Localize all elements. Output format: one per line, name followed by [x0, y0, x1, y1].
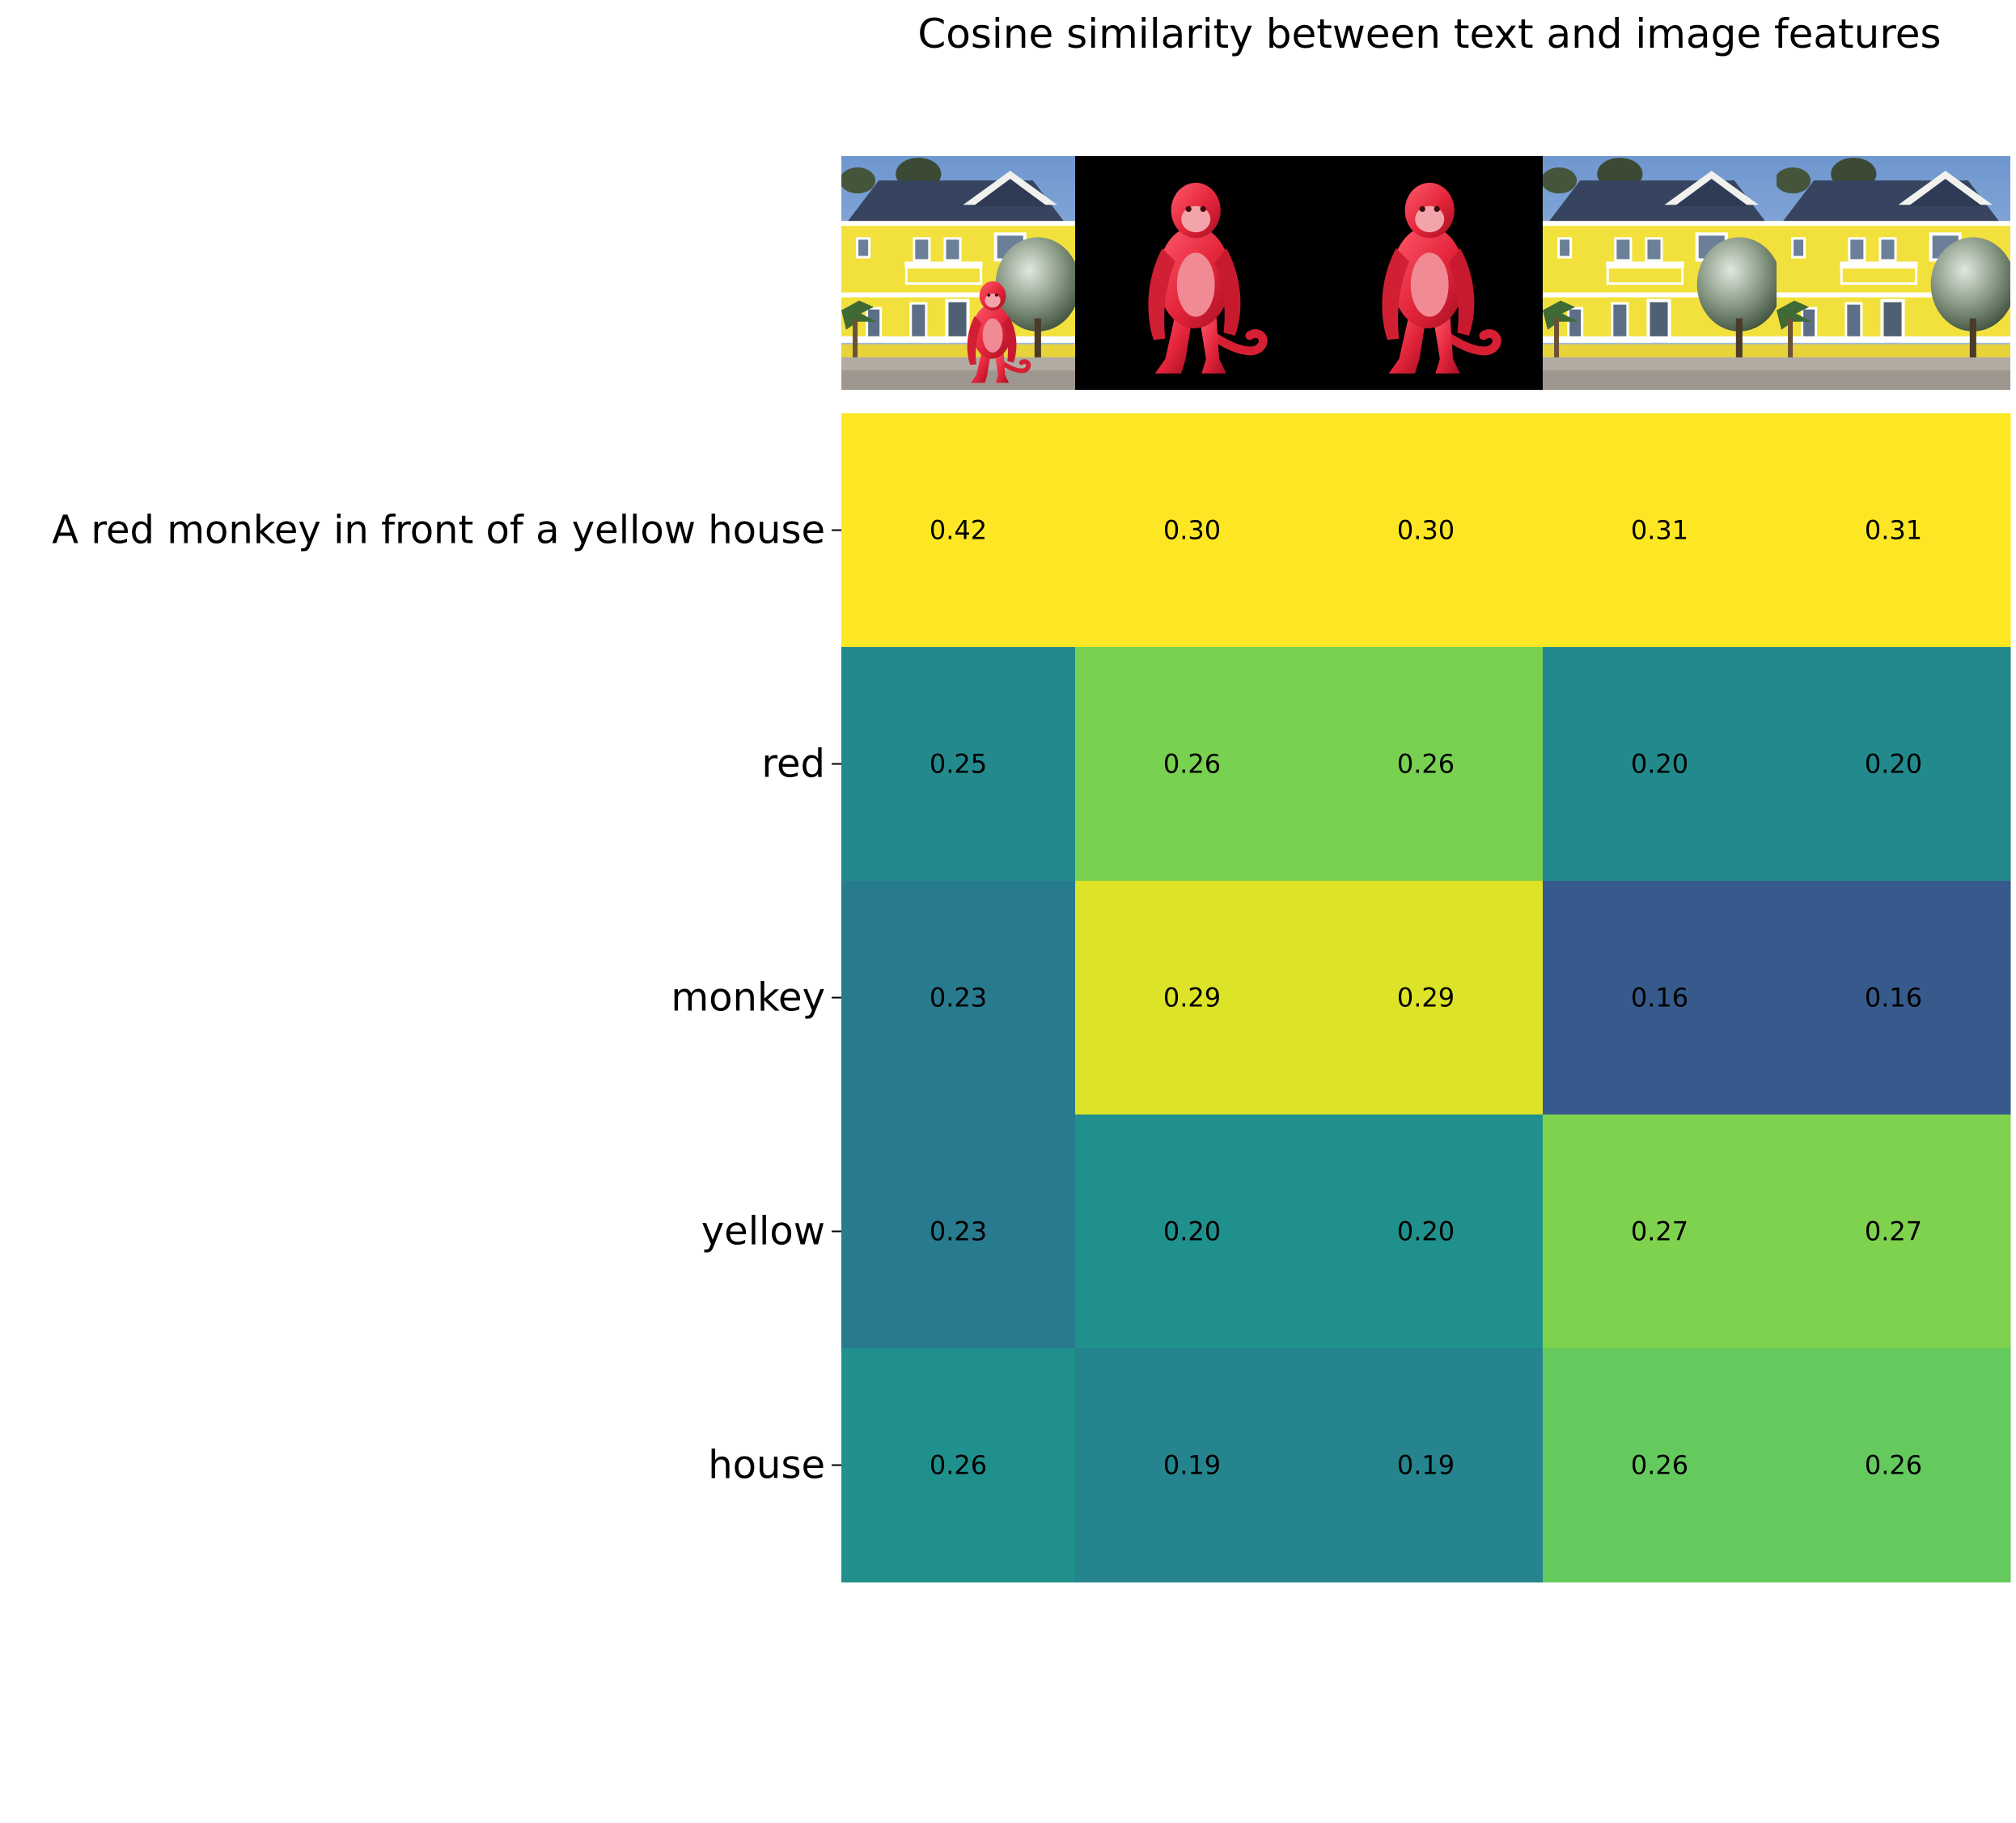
value-label-r5-c1: 0.26 — [930, 1450, 987, 1481]
heatmap-cells — [841, 413, 2011, 1583]
column-image-2 — [1075, 156, 1309, 390]
value-label-r1-c5: 0.31 — [1865, 515, 1922, 546]
row-ticks — [832, 529, 841, 1466]
value-label-r1-c1: 0.42 — [930, 515, 987, 546]
heatmap-cell-r1-c1 — [841, 413, 1076, 648]
heatmap-cell-r1-c2 — [1075, 413, 1310, 648]
value-label-r2-c2: 0.26 — [1163, 749, 1221, 780]
heatmap-cell-r3-c5 — [1777, 881, 2011, 1115]
row-labels: A red monkey in front of a yellow house r… — [52, 508, 825, 1488]
value-label-r4-c2: 0.20 — [1163, 1216, 1221, 1247]
row-label-5: house — [708, 1443, 825, 1488]
value-label-r5-c4: 0.26 — [1631, 1450, 1688, 1481]
heatmap-cell-r4-c2 — [1075, 1115, 1310, 1349]
value-label-r2-c1: 0.25 — [930, 749, 987, 780]
value-label-r3-c4: 0.16 — [1631, 983, 1688, 1013]
value-label-r4-c4: 0.27 — [1631, 1216, 1688, 1247]
heatmap-cell-r2-c5 — [1777, 647, 2011, 882]
heatmap-value-labels: 0.42 0.30 0.30 0.31 0.31 0.25 0.26 0.26 0.20 0.20… — [930, 515, 1922, 1481]
heatmap-cell-r4-c5 — [1777, 1115, 2011, 1349]
row-label-4: yellow — [701, 1209, 825, 1254]
heatmap-cell-r5-c1 — [841, 1348, 1076, 1583]
heatmap-cell-r1-c4 — [1543, 413, 1777, 648]
heatmap-cell-r3-c1 — [841, 881, 1076, 1115]
heatmap-cell-r5-c2 — [1075, 1348, 1310, 1583]
heatmap-cell-r4-c3 — [1309, 1115, 1544, 1349]
row-label-1: A red monkey in front of a yellow house — [52, 508, 825, 553]
heatmap-cell-r2-c1 — [841, 647, 1076, 882]
row-label-2: red — [761, 742, 825, 787]
column-image-1 — [841, 156, 1075, 390]
heatmap-cell-r4-c1 — [841, 1115, 1076, 1349]
value-label-r4-c1: 0.23 — [930, 1216, 987, 1247]
value-label-r3-c5: 0.16 — [1865, 983, 1922, 1013]
heatmap-cell-r2-c3 — [1309, 647, 1544, 882]
value-label-r5-c5: 0.26 — [1865, 1450, 1922, 1481]
column-image-4 — [1543, 156, 1777, 390]
chart-title: Cosine similarity between text and image… — [917, 11, 1941, 57]
value-label-r2-c3: 0.26 — [1397, 749, 1455, 780]
value-label-r4-c3: 0.20 — [1397, 1216, 1455, 1247]
heatmap-cell-r2-c2 — [1075, 647, 1310, 882]
row-label-3: monkey — [671, 975, 825, 1021]
value-label-r5-c2: 0.19 — [1163, 1450, 1221, 1481]
heatmap-cell-r3-c4 — [1543, 881, 1777, 1115]
column-image-3 — [1309, 156, 1543, 390]
heatmap-cell-r5-c4 — [1543, 1348, 1777, 1583]
value-label-r2-c5: 0.20 — [1865, 749, 1922, 780]
heatmap-cell-r3-c2 — [1075, 881, 1310, 1115]
column-image-5 — [1777, 156, 2010, 390]
value-label-r5-c3: 0.19 — [1397, 1450, 1455, 1481]
value-label-r3-c1: 0.23 — [930, 983, 987, 1013]
column-images — [841, 156, 2010, 390]
value-label-r4-c5: 0.27 — [1865, 1216, 1922, 1247]
value-label-r1-c3: 0.30 — [1397, 515, 1455, 546]
value-label-r1-c4: 0.31 — [1631, 515, 1688, 546]
heatmap-cell-r3-c3 — [1309, 881, 1544, 1115]
heatmap-cell-r5-c5 — [1777, 1348, 2011, 1583]
heatmap-cell-r2-c4 — [1543, 647, 1777, 882]
value-label-r3-c3: 0.29 — [1397, 983, 1455, 1013]
heatmap-cell-r4-c4 — [1543, 1115, 1777, 1349]
value-label-r2-c4: 0.20 — [1631, 749, 1688, 780]
heatmap-cell-r1-c3 — [1309, 413, 1544, 648]
heatmap-cell-r5-c3 — [1309, 1348, 1544, 1583]
value-label-r3-c2: 0.29 — [1163, 983, 1221, 1013]
heatmap-cell-r1-c5 — [1777, 413, 2011, 648]
value-label-r1-c2: 0.30 — [1163, 515, 1221, 546]
